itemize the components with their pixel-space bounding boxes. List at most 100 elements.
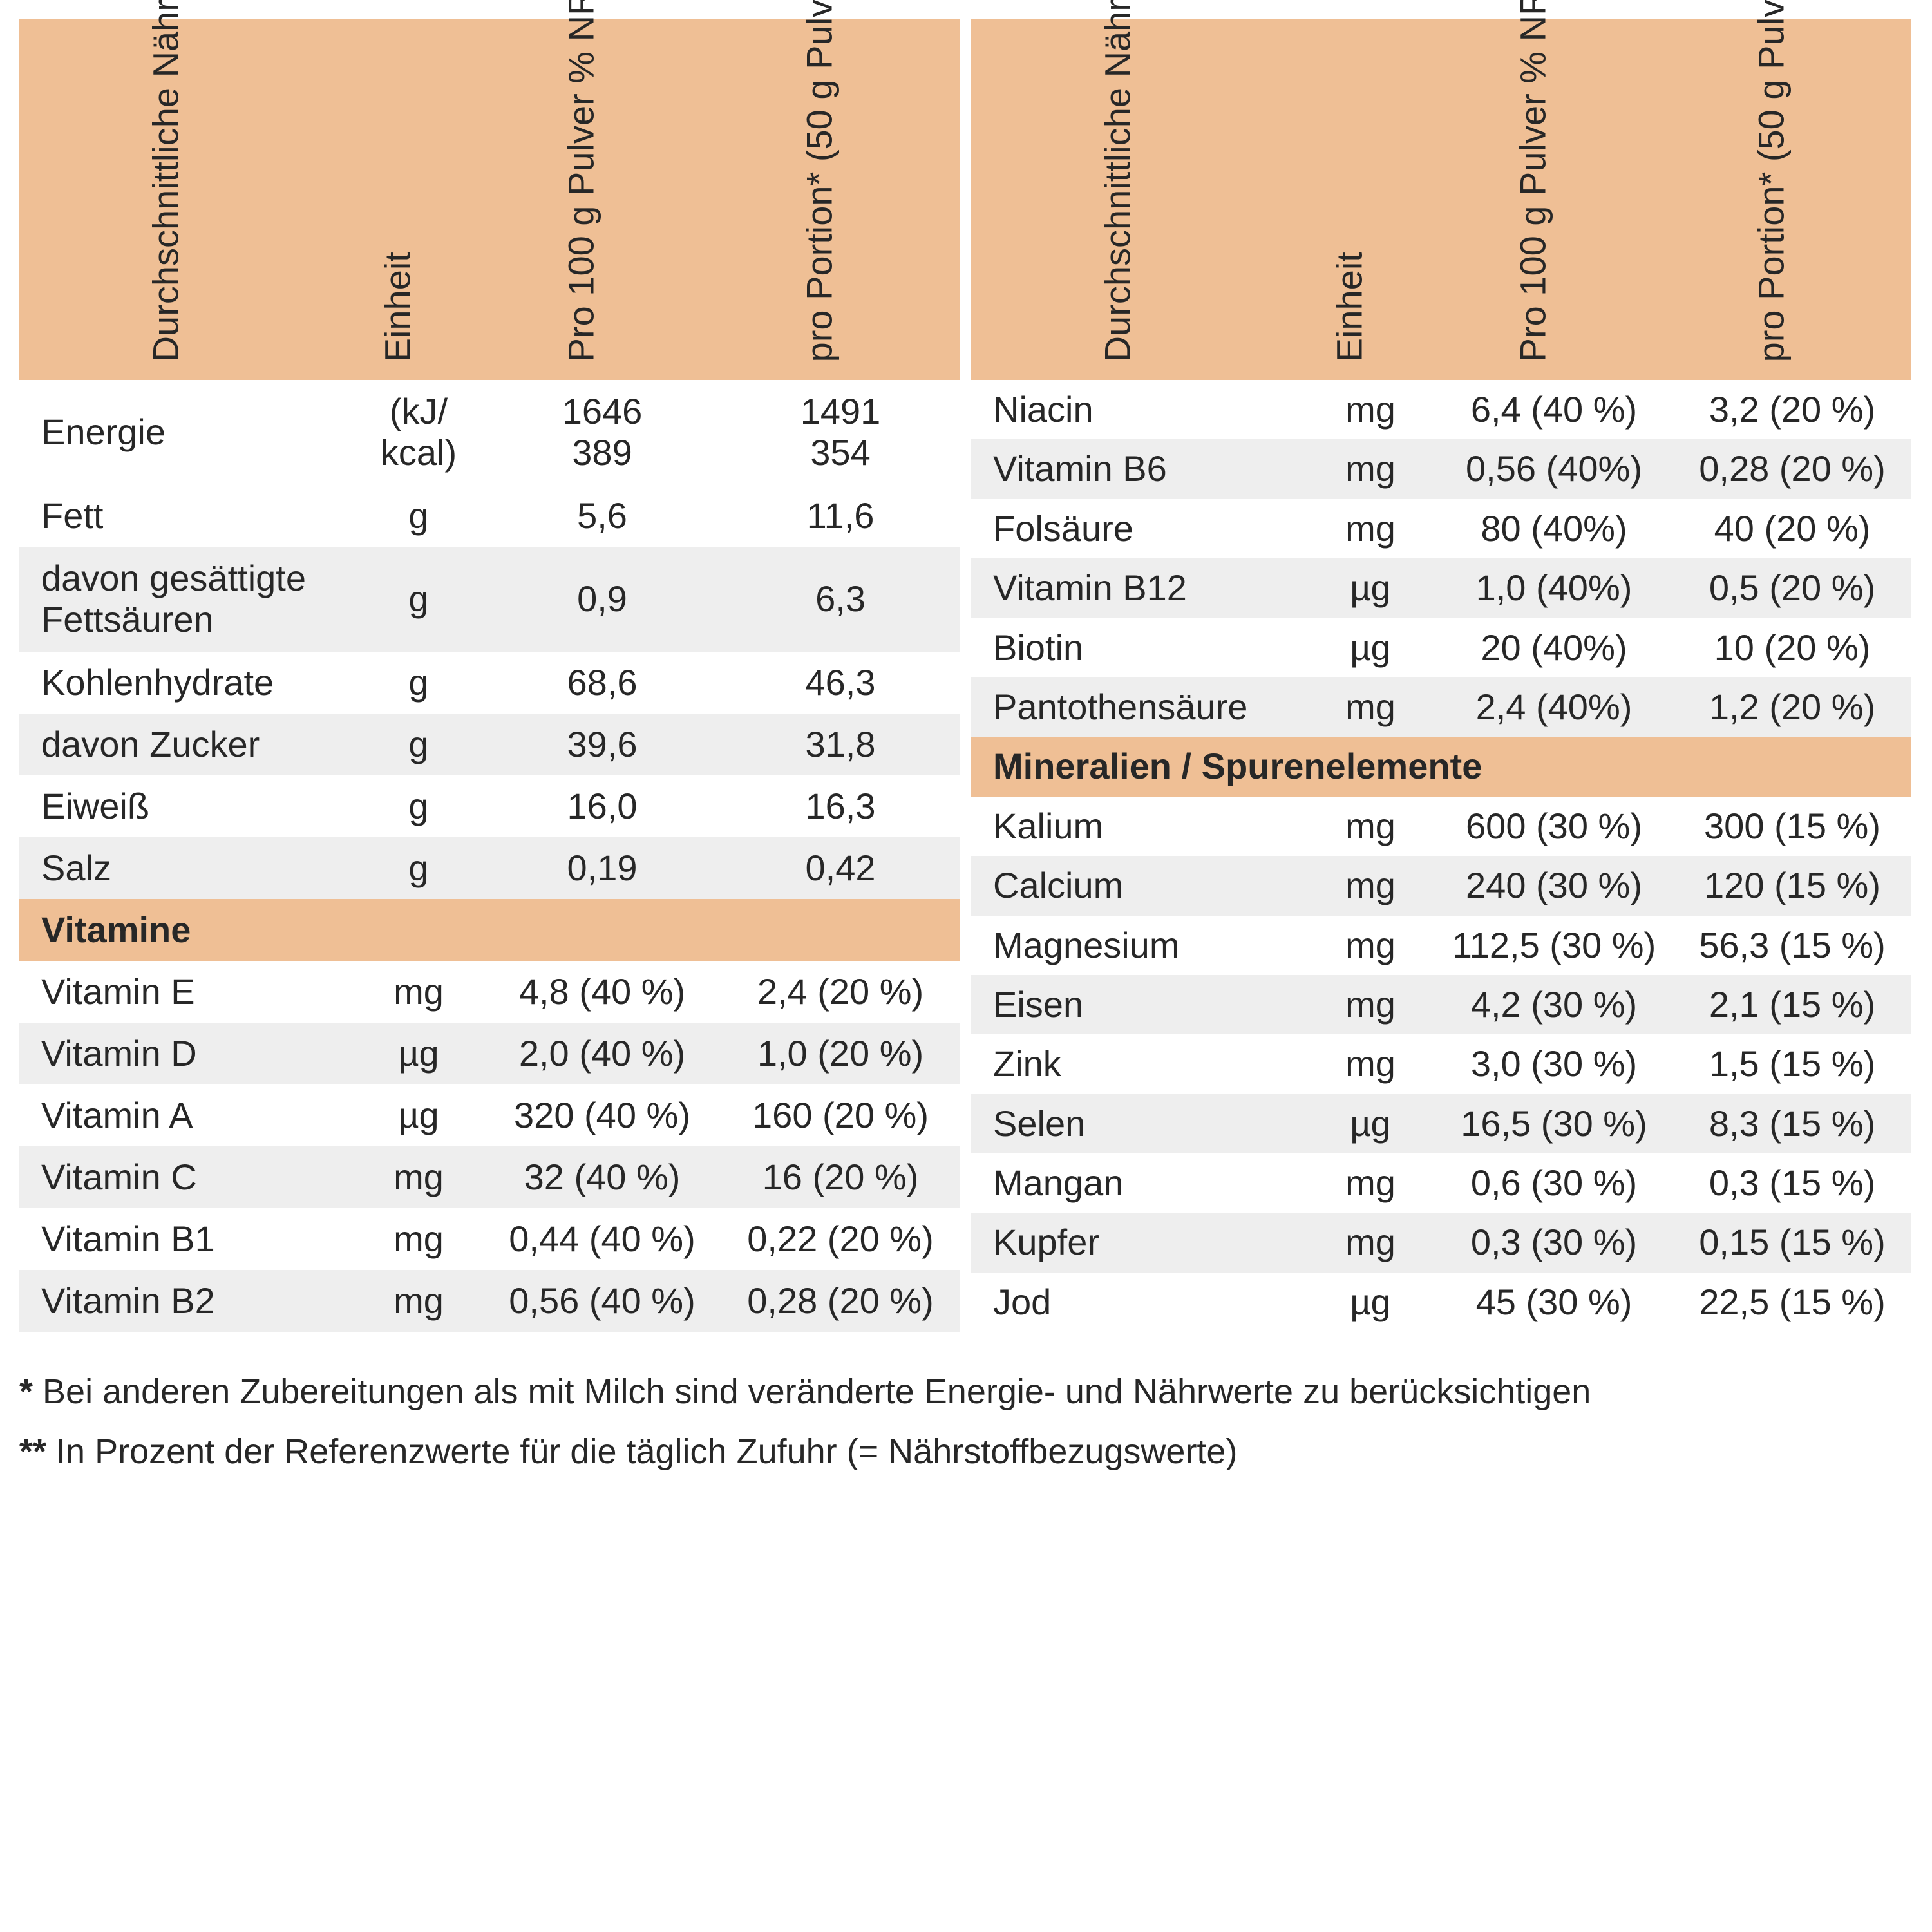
cell-name: Pantothensäure [971,677,1306,737]
cell-unit: mg [1306,380,1435,439]
cell-name: Fett [19,485,354,547]
header-col-name: Durchschnittliche Nährwertangaben [971,19,1306,380]
header-col-unit: Einheit [1306,19,1435,380]
cell-unit: mg [1306,499,1435,558]
cell-per-portion: 2,1 (15 %) [1673,975,1911,1034]
cell-name: Folsäure [971,499,1306,558]
cell-unit: mg [354,1270,483,1332]
cell-per-portion: 16,3 [721,775,960,837]
cell-unit: mg [1306,975,1435,1034]
cell-per-100g: 45 (30 %) [1435,1273,1673,1332]
table-row: Magnesiummg112,5 (30 %)56,3 (15 %) [971,916,1911,975]
cell-per-portion: 0,28 (20 %) [1673,439,1911,498]
table-row: Kupfermg0,3 (30 %)0,15 (15 %) [971,1213,1911,1272]
cell-unit: mg [354,1208,483,1270]
cell-per-portion: 11,6 [721,485,960,547]
cell-per-100g: 0,19 [483,837,721,899]
cell-per-portion: 0,42 [721,837,960,899]
cell-unit: g [354,775,483,837]
cell-per-100g: 0,44 (40 %) [483,1208,721,1270]
cell-unit: µg [1306,1273,1435,1332]
cell-name: Vitamin B1 [19,1208,354,1270]
cell-per-portion: 56,3 (15 %) [1673,916,1911,975]
cell-per-100g: 4,2 (30 %) [1435,975,1673,1034]
header-col-unit: Einheit [354,19,483,380]
cell-per-100g: 20 (40%) [1435,618,1673,677]
footnote-2-text: In Prozent der Referenzwerte für die täg… [56,1432,1237,1471]
cell-per-portion: 120 (15 %) [1673,856,1911,915]
footnote-1: * Bei anderen Zubereitungen als mit Milc… [19,1364,1913,1419]
cell-name: Niacin [971,380,1306,439]
table-row: Vitamin Dµg2,0 (40 %)1,0 (20 %) [19,1023,960,1084]
cell-unit: mg [1306,439,1435,498]
cell-unit: mg [1306,797,1435,856]
cell-per-portion: 2,4 (20 %) [721,961,960,1023]
cell-name: Zink [971,1034,1306,1094]
cell-name: Selen [971,1094,1306,1153]
section-row: Mineralien / Spurenelemente [971,737,1911,796]
cell-per-100g: 0,6 (30 %) [1435,1153,1673,1213]
cell-per-100g: 240 (30 %) [1435,856,1673,915]
table-body-left: Energie(kJ/ kcal)16463891491354Fettg5,61… [19,380,960,1332]
section-row: Vitamine [19,899,960,961]
cell-per-100g: 16,5 (30 %) [1435,1094,1673,1153]
cell-per-portion: 0,15 (15 %) [1673,1213,1911,1272]
header-col-portion: pro Portion* (50 g Pulver + 250 ml 3,5% … [721,19,960,380]
cell-name: Kalium [971,797,1306,856]
cell-per-portion: 0,28 (20 %) [721,1270,960,1332]
cell-unit: g [354,652,483,714]
cell-name: Energie [19,380,354,485]
cell-per-portion: 16 (20 %) [721,1146,960,1208]
cell-unit: mg [1306,677,1435,737]
table-row: Salzg0,190,42 [19,837,960,899]
cell-per-100g: 2,4 (40%) [1435,677,1673,737]
cell-unit: g [354,547,483,652]
cell-per-portion: 1491354 [721,380,960,485]
cell-per-100g: 600 (30 %) [1435,797,1673,856]
cell-per-100g: 112,5 (30 %) [1435,916,1673,975]
cell-per-portion: 10 (20 %) [1673,618,1911,677]
table-row: Zinkmg3,0 (30 %)1,5 (15 %) [971,1034,1911,1094]
nutrition-table-left: Durchschnittliche Nährwertangaben Einhei… [19,19,960,1332]
table-row: Kohlenhydrateg68,646,3 [19,652,960,714]
footnote-1-text: Bei anderen Zubereitungen als mit Milch … [43,1372,1591,1411]
cell-per-100g: 5,6 [483,485,721,547]
table-row: Kaliummg600 (30 %)300 (15 %) [971,797,1911,856]
cell-unit: mg [354,1146,483,1208]
cell-name: Jod [971,1273,1306,1332]
table-row: Vitamin Aµg320 (40 %)160 (20 %) [19,1084,960,1146]
cell-name: Vitamin B12 [971,558,1306,618]
cell-name: Kupfer [971,1213,1306,1272]
cell-per-100g: 68,6 [483,652,721,714]
footnote-1-mark: * [19,1372,33,1411]
cell-name: Vitamin C [19,1146,354,1208]
cell-unit: mg [354,961,483,1023]
table-row: Vitamin Emg4,8 (40 %)2,4 (20 %) [19,961,960,1023]
cell-per-100g: 39,6 [483,714,721,775]
nutrition-tables-wrapper: Durchschnittliche Nährwertangaben Einhei… [19,19,1913,1332]
cell-unit: g [354,837,483,899]
table-row: Folsäuremg80 (40%)40 (20 %) [971,499,1911,558]
cell-per-100g: 16,0 [483,775,721,837]
cell-per-portion: 0,5 (20 %) [1673,558,1911,618]
cell-name: Vitamin A [19,1084,354,1146]
cell-name: Magnesium [971,916,1306,975]
cell-per-portion: 46,3 [721,652,960,714]
cell-unit: µg [354,1084,483,1146]
table-row: davon Zuckerg39,631,8 [19,714,960,775]
table-row: Manganmg0,6 (30 %)0,3 (15 %) [971,1153,1911,1213]
cell-unit: µg [1306,558,1435,618]
footnotes: * Bei anderen Zubereitungen als mit Milc… [19,1364,1913,1479]
table-header: Durchschnittliche Nährwertangaben Einhei… [19,19,960,380]
section-label: Vitamine [19,899,960,961]
header-col-name: Durchschnittliche Nährwertangaben [19,19,354,380]
cell-per-portion: 0,3 (15 %) [1673,1153,1911,1213]
table-row: Eisenmg4,2 (30 %)2,1 (15 %) [971,975,1911,1034]
cell-per-portion: 31,8 [721,714,960,775]
table-row: davon gesättigte Fettsäureng0,96,3 [19,547,960,652]
cell-per-100g: 0,56 (40%) [1435,439,1673,498]
table-row: Calciummg240 (30 %)120 (15 %) [971,856,1911,915]
cell-per-portion: 40 (20 %) [1673,499,1911,558]
cell-name: Vitamin B6 [971,439,1306,498]
cell-unit: mg [1306,856,1435,915]
